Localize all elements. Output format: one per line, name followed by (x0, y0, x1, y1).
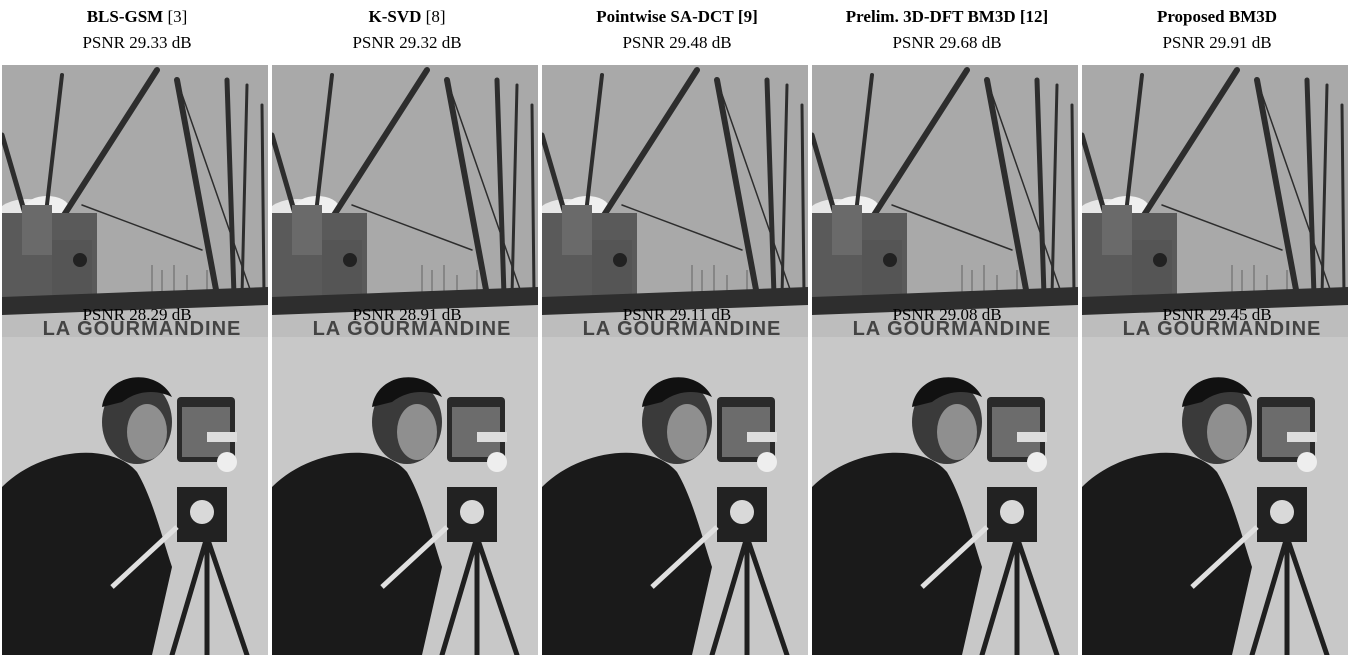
method-header: BLS-GSM [3] (2, 6, 272, 28)
boat-psnr: PSNR 29.91 dB (1162, 33, 1272, 52)
method-header: Proposed BM3D (1082, 6, 1350, 28)
cameraman-psnr: PSNR 28.29 dB (82, 305, 192, 324)
method-header: Pointwise SA-DCT [9] (542, 6, 812, 28)
cameraman-image (272, 337, 538, 655)
cameraman-psnr: PSNR 29.08 dB (892, 305, 1002, 324)
cameraman-image (2, 337, 268, 655)
cameraman-psnr: PSNR 28.91 dB (352, 305, 462, 324)
method-ref: [8] (425, 7, 446, 26)
method-name: Pointwise SA-DCT (596, 7, 734, 26)
cameraman-image (812, 337, 1078, 655)
svg-text:LA GOURMANDINE: LA GOURMANDINE (853, 318, 1052, 340)
method-name: BLS-GSM (86, 7, 164, 26)
svg-text:LA GOURMANDINE: LA GOURMANDINE (1123, 318, 1322, 340)
method-ref: [9] (737, 7, 758, 26)
method-name: K-SVD (368, 7, 422, 26)
method-name: Proposed BM3D (1156, 7, 1278, 26)
boat-psnr: PSNR 29.33 dB (82, 33, 192, 52)
boat-psnr: PSNR 29.68 dB (892, 33, 1002, 52)
cameraman-psnr: PSNR 29.45 dB (1162, 305, 1272, 324)
boat-psnr: PSNR 29.32 dB (352, 33, 462, 52)
svg-text:LA GOURMANDINE: LA GOURMANDINE (313, 318, 512, 340)
method-header: K-SVD [8] (272, 6, 542, 28)
cameraman-image (542, 337, 808, 655)
method-name: Prelim. 3D-DFT BM3D (845, 7, 1016, 26)
cameraman-psnr: PSNR 29.11 dB (622, 305, 732, 324)
method-ref: [3] (167, 7, 188, 26)
method-ref: [12] (1019, 7, 1049, 26)
method-header: Prelim. 3D-DFT BM3D [12] (812, 6, 1082, 28)
svg-text:LA GOURMANDINE: LA GOURMANDINE (583, 318, 782, 340)
boat-psnr: PSNR 29.48 dB (622, 33, 732, 52)
cameraman-image (1082, 337, 1348, 655)
svg-text:LA GOURMANDINE: LA GOURMANDINE (43, 318, 242, 340)
